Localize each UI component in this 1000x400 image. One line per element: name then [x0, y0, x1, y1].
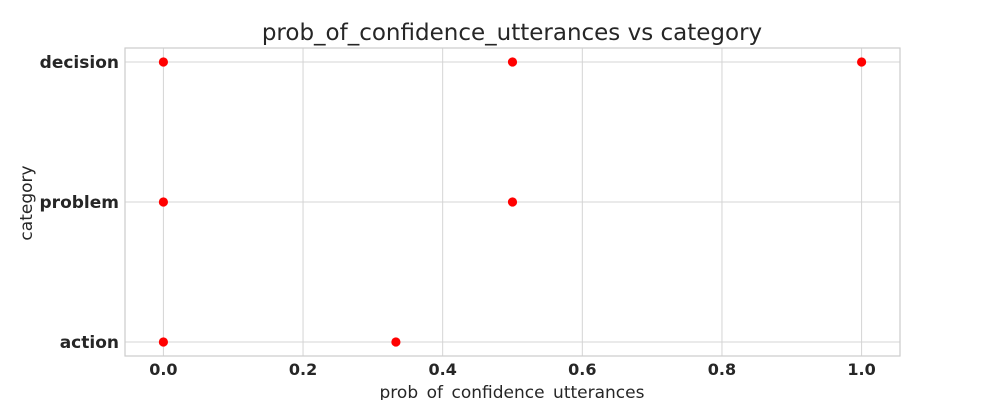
data-point — [507, 197, 518, 207]
data-point — [158, 57, 169, 67]
data-point — [158, 197, 169, 207]
x-tick-label: 0.6 — [568, 360, 596, 379]
x-tick-label: 0.4 — [429, 360, 457, 379]
y-tick-labels: action problem decision — [40, 53, 119, 353]
y-axis-label: category — [17, 165, 37, 240]
x-tick-label: 1.0 — [847, 360, 875, 379]
x-tick-labels: 0.0 0.2 0.4 0.6 0.8 1.0 — [149, 360, 876, 379]
data-point — [391, 337, 401, 347]
x-tick-label: 0.2 — [289, 360, 317, 379]
data-points — [158, 57, 867, 347]
x-axis-label: prob_of_confidence_utterances — [380, 383, 645, 400]
y-tick-label: action — [60, 333, 119, 353]
x-tick-label: 0.0 — [149, 360, 177, 379]
data-point — [856, 57, 867, 67]
data-point — [507, 57, 518, 67]
plot-frame — [124, 47, 901, 357]
data-point — [158, 337, 169, 347]
y-tick-label: decision — [40, 53, 119, 73]
chart-title: prob_of_confidence_utterances vs categor… — [262, 20, 762, 46]
y-tick-label: problem — [40, 193, 119, 213]
x-tick-label: 0.8 — [708, 360, 736, 379]
